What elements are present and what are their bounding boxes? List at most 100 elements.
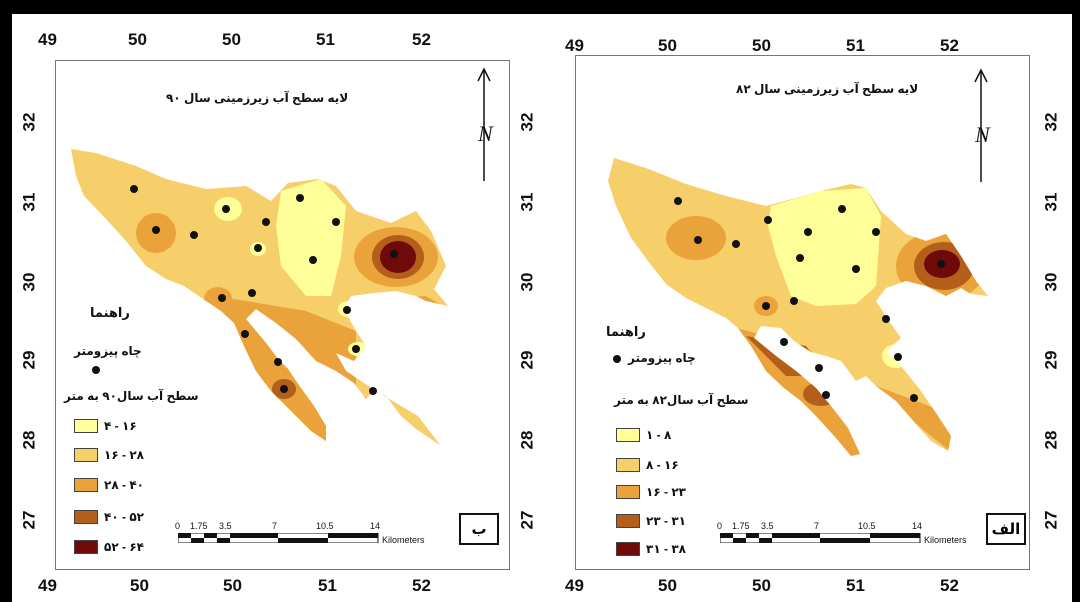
right-map-panel: لایه سطح آب زیرزمینی سال ۸۲ N bbox=[575, 55, 1030, 570]
left-legend-well: چاه پیزومتر bbox=[74, 344, 142, 358]
legend-class-label: ۵۲ - ۶۴ bbox=[104, 540, 144, 554]
legend-class-label: ۲۳ - ۳۱ bbox=[646, 514, 686, 528]
right-top-tick: 51 bbox=[846, 36, 865, 55]
right-bottom-tick: 50 bbox=[752, 576, 771, 595]
right-water-level-map bbox=[608, 158, 988, 456]
well-marker bbox=[222, 205, 230, 213]
well-marker bbox=[674, 197, 682, 205]
legend-class-label: ۴ - ۱۶ bbox=[104, 419, 137, 433]
left-legend-title: راهنما bbox=[90, 305, 130, 320]
left-top-tick: 50 bbox=[128, 30, 147, 49]
left-legend-subtitle: سطح آب سال۹۰ به متر bbox=[64, 389, 199, 403]
left-scale-bar: 0 1.75 3.5 7 10.5 14 Kilometers bbox=[174, 521, 464, 551]
legend-class-label: ۲۸ - ۴۰ bbox=[104, 478, 144, 492]
well-marker bbox=[762, 302, 770, 310]
scale-bar-graphic bbox=[178, 533, 379, 543]
scale-number: 0 bbox=[175, 521, 181, 531]
well-marker bbox=[343, 306, 351, 314]
well-marker bbox=[732, 240, 740, 248]
right-lat-tick: 29 bbox=[1041, 350, 1061, 370]
left-top-tick: 49 bbox=[38, 30, 57, 49]
well-marker bbox=[262, 218, 270, 226]
well-marker bbox=[248, 289, 256, 297]
legend-class: ۸ - ۱۶ bbox=[616, 458, 679, 472]
scale-number: 3.5 bbox=[761, 521, 774, 531]
left-water-level-map bbox=[71, 149, 448, 446]
left-bottom-tick: 52 bbox=[412, 576, 431, 595]
well-marker bbox=[894, 353, 902, 361]
right-bottom-tick: 49 bbox=[565, 576, 584, 595]
legend-class: ۱۶ - ۲۸ bbox=[74, 448, 144, 462]
well-symbol-icon bbox=[613, 355, 621, 363]
scale-number: 10.5 bbox=[858, 521, 876, 531]
well-marker bbox=[280, 385, 288, 393]
legend-class: ۴۰ - ۵۲ bbox=[74, 510, 144, 524]
well-marker bbox=[815, 364, 823, 372]
left-lat-tick-right: 31 bbox=[517, 192, 537, 212]
scale-number: 14 bbox=[370, 521, 381, 531]
well-marker bbox=[274, 358, 282, 366]
scale-number: 1.75 bbox=[732, 521, 750, 531]
left-top-tick: 50 bbox=[222, 30, 241, 49]
well-marker bbox=[218, 294, 226, 302]
legend-class-label: ۸ - ۱۶ bbox=[646, 458, 679, 472]
legend-swatch bbox=[74, 448, 98, 462]
well-marker bbox=[780, 338, 788, 346]
well-marker bbox=[369, 387, 377, 395]
right-top-tick: 50 bbox=[752, 36, 771, 55]
well-marker bbox=[822, 391, 830, 399]
right-bottom-tick: 52 bbox=[940, 576, 959, 595]
legend-class: ۳۱ - ۳۸ bbox=[616, 542, 686, 556]
frame-left bbox=[0, 0, 12, 602]
well-marker bbox=[190, 231, 198, 239]
legend-class: ۲۳ - ۳۱ bbox=[616, 514, 686, 528]
right-lat-tick: 32 bbox=[1041, 112, 1061, 132]
scale-number: 1.75 bbox=[190, 521, 208, 531]
scale-number: 10.5 bbox=[316, 521, 334, 531]
well-marker bbox=[838, 205, 846, 213]
legend-class: ۴ - ۱۶ bbox=[74, 419, 137, 433]
legend-class-label: ۳۱ - ۳۸ bbox=[646, 542, 686, 556]
scale-number: 3.5 bbox=[219, 521, 232, 531]
legend-swatch bbox=[74, 510, 98, 524]
left-lat-tick: 29 bbox=[19, 350, 39, 370]
frame-right bbox=[1072, 0, 1080, 602]
legend-swatch bbox=[616, 458, 640, 472]
well-marker bbox=[152, 226, 160, 234]
right-map-title: لایه سطح آب زیرزمینی سال ۸۲ bbox=[736, 82, 919, 96]
well-marker bbox=[790, 297, 798, 305]
scale-number: 14 bbox=[912, 521, 923, 531]
frame-top bbox=[0, 0, 1080, 14]
legend-swatch bbox=[616, 514, 640, 528]
well-marker bbox=[332, 218, 340, 226]
well-marker bbox=[241, 330, 249, 338]
well-marker bbox=[804, 228, 812, 236]
right-top-tick: 49 bbox=[565, 36, 584, 55]
well-marker bbox=[937, 260, 945, 268]
right-legend-title: راهنما bbox=[606, 324, 646, 339]
left-panel-letter: ب bbox=[459, 513, 499, 545]
scale-unit: Kilometers bbox=[382, 535, 425, 545]
right-top-tick: 50 bbox=[658, 36, 677, 55]
legend-class-label: ۱ - ۸ bbox=[646, 428, 672, 442]
scale-number: 7 bbox=[272, 521, 278, 531]
legend-swatch bbox=[616, 485, 640, 499]
left-lat-tick: 28 bbox=[19, 430, 39, 450]
right-panel-letter: الف bbox=[986, 513, 1026, 545]
legend-swatch bbox=[74, 419, 98, 433]
right-lat-tick: 28 bbox=[1041, 430, 1061, 450]
scale-number: 7 bbox=[814, 521, 820, 531]
right-lat-tick: 31 bbox=[1041, 192, 1061, 212]
left-lat-tick-right: 30 bbox=[517, 272, 537, 292]
well-marker bbox=[852, 265, 860, 273]
right-scale-bar: 0 1.75 3.5 7 10.5 14 Kilometers bbox=[716, 521, 1006, 551]
well-symbol-icon bbox=[92, 366, 100, 374]
right-lat-tick: 27 bbox=[1041, 510, 1061, 530]
left-lat-tick-right: 28 bbox=[517, 430, 537, 450]
right-bottom-tick: 50 bbox=[658, 576, 677, 595]
legend-class: ۵۲ - ۶۴ bbox=[74, 540, 144, 554]
left-lat-tick-right: 29 bbox=[517, 350, 537, 370]
well-marker bbox=[796, 254, 804, 262]
well-marker bbox=[390, 250, 398, 258]
well-marker bbox=[309, 256, 317, 264]
